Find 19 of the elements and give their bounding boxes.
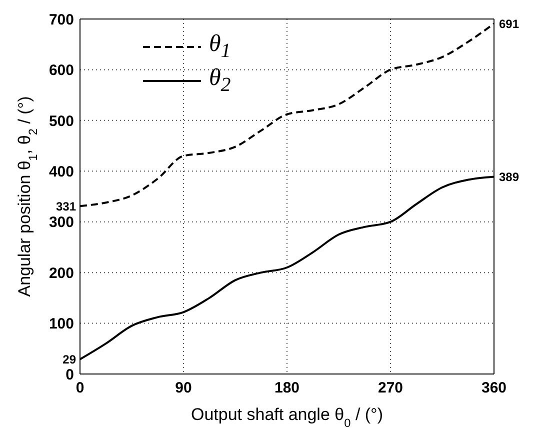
data-label: 29 [62,352,76,366]
x-tick-label: 360 [481,380,507,397]
y-tick-label: 700 [48,11,74,28]
y-tick-label: 100 [48,316,74,333]
data-label: 691 [499,16,520,31]
data-label: 389 [499,170,520,184]
y-tick-label: 400 [48,163,74,180]
y-tick-label: 300 [48,214,74,232]
data-label: 331 [56,199,76,214]
y-tick-label: 0 [66,366,74,384]
y-tick-label: 500 [48,112,74,130]
x-axis-title: Output shaft angle θ$_{0}$ / (°) [190,405,384,430]
y-tick-label: 600 [48,62,74,80]
legend-label: θ$_{1}$ [209,31,231,63]
y-tick-label: 200 [48,264,74,282]
x-tick-label: 90 [175,380,192,397]
x-tick-label: 180 [274,380,300,397]
legend-label: θ$_{2}$ [209,65,231,97]
x-tick-label: 270 [378,380,404,397]
